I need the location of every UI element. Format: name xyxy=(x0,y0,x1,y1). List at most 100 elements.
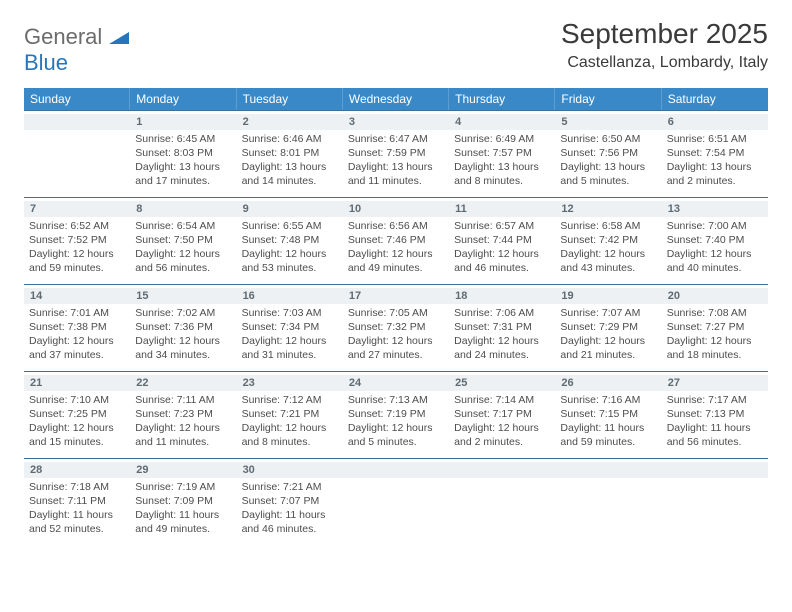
daylight-text-1: Daylight: 12 hours xyxy=(29,248,125,262)
sunrise-text: Sunrise: 6:55 AM xyxy=(242,220,338,234)
day-cell: 20Sunrise: 7:08 AMSunset: 7:27 PMDayligh… xyxy=(662,285,768,371)
sunrise-text: Sunrise: 7:07 AM xyxy=(560,307,656,321)
sunrise-text: Sunrise: 6:45 AM xyxy=(135,133,231,147)
daylight-text-1: Daylight: 12 hours xyxy=(242,422,338,436)
sunrise-text: Sunrise: 7:16 AM xyxy=(560,394,656,408)
daylight-text-2: and 59 minutes. xyxy=(29,262,125,276)
sunset-text: Sunset: 7:25 PM xyxy=(29,408,125,422)
day-cell: 29Sunrise: 7:19 AMSunset: 7:09 PMDayligh… xyxy=(130,459,236,545)
day-number: 5 xyxy=(555,114,661,130)
day-number xyxy=(555,462,661,478)
day-cell: 12Sunrise: 6:58 AMSunset: 7:42 PMDayligh… xyxy=(555,198,661,284)
daylight-text-2: and 49 minutes. xyxy=(348,262,444,276)
daylight-text-2: and 53 minutes. xyxy=(242,262,338,276)
daylight-text-2: and 17 minutes. xyxy=(135,175,231,189)
sunset-text: Sunset: 7:52 PM xyxy=(29,234,125,248)
week-row: 14Sunrise: 7:01 AMSunset: 7:38 PMDayligh… xyxy=(24,284,768,371)
day-cell xyxy=(662,459,768,545)
sunset-text: Sunset: 7:09 PM xyxy=(135,495,231,509)
sunrise-text: Sunrise: 7:21 AM xyxy=(242,481,338,495)
weekday-header: Tuesday xyxy=(237,88,343,110)
sunrise-text: Sunrise: 7:03 AM xyxy=(242,307,338,321)
day-number: 26 xyxy=(555,375,661,391)
sunrise-text: Sunrise: 6:56 AM xyxy=(348,220,444,234)
daylight-text-2: and 24 minutes. xyxy=(454,349,550,363)
sunset-text: Sunset: 7:29 PM xyxy=(560,321,656,335)
day-number xyxy=(449,462,555,478)
daylight-text-1: Daylight: 12 hours xyxy=(348,422,444,436)
day-cell: 15Sunrise: 7:02 AMSunset: 7:36 PMDayligh… xyxy=(130,285,236,371)
day-number: 27 xyxy=(662,375,768,391)
header: General Blue September 2025 Castellanza,… xyxy=(24,18,768,76)
day-number: 9 xyxy=(237,201,343,217)
daylight-text-1: Daylight: 11 hours xyxy=(242,509,338,523)
day-cell: 23Sunrise: 7:12 AMSunset: 7:21 PMDayligh… xyxy=(237,372,343,458)
weekday-header-row: SundayMondayTuesdayWednesdayThursdayFrid… xyxy=(24,88,768,110)
daylight-text-1: Daylight: 12 hours xyxy=(454,335,550,349)
day-cell xyxy=(449,459,555,545)
day-cell xyxy=(343,459,449,545)
sunrise-text: Sunrise: 6:58 AM xyxy=(560,220,656,234)
day-cell: 28Sunrise: 7:18 AMSunset: 7:11 PMDayligh… xyxy=(24,459,130,545)
daylight-text-2: and 5 minutes. xyxy=(560,175,656,189)
daylight-text-2: and 14 minutes. xyxy=(242,175,338,189)
day-cell: 18Sunrise: 7:06 AMSunset: 7:31 PMDayligh… xyxy=(449,285,555,371)
day-number xyxy=(24,114,130,130)
sunrise-text: Sunrise: 7:19 AM xyxy=(135,481,231,495)
sunset-text: Sunset: 7:59 PM xyxy=(348,147,444,161)
day-number xyxy=(343,462,449,478)
daylight-text-2: and 40 minutes. xyxy=(667,262,763,276)
daylight-text-2: and 46 minutes. xyxy=(242,523,338,537)
location-text: Castellanza, Lombardy, Italy xyxy=(561,54,768,72)
day-cell: 2Sunrise: 6:46 AMSunset: 8:01 PMDaylight… xyxy=(237,111,343,197)
day-number: 29 xyxy=(130,462,236,478)
day-number: 12 xyxy=(555,201,661,217)
daylight-text-1: Daylight: 11 hours xyxy=(560,422,656,436)
logo-word-1: General xyxy=(24,24,102,49)
sunrise-text: Sunrise: 7:14 AM xyxy=(454,394,550,408)
week-row: 21Sunrise: 7:10 AMSunset: 7:25 PMDayligh… xyxy=(24,371,768,458)
day-number: 10 xyxy=(343,201,449,217)
day-cell: 6Sunrise: 6:51 AMSunset: 7:54 PMDaylight… xyxy=(662,111,768,197)
day-cell: 22Sunrise: 7:11 AMSunset: 7:23 PMDayligh… xyxy=(130,372,236,458)
daylight-text-1: Daylight: 12 hours xyxy=(135,335,231,349)
daylight-text-2: and 2 minutes. xyxy=(454,436,550,450)
daylight-text-1: Daylight: 12 hours xyxy=(560,248,656,262)
daylight-text-1: Daylight: 11 hours xyxy=(667,422,763,436)
sunset-text: Sunset: 7:50 PM xyxy=(135,234,231,248)
sunset-text: Sunset: 7:56 PM xyxy=(560,147,656,161)
daylight-text-1: Daylight: 12 hours xyxy=(348,248,444,262)
daylight-text-1: Daylight: 12 hours xyxy=(135,422,231,436)
day-cell: 25Sunrise: 7:14 AMSunset: 7:17 PMDayligh… xyxy=(449,372,555,458)
daylight-text-2: and 59 minutes. xyxy=(560,436,656,450)
sunrise-text: Sunrise: 7:10 AM xyxy=(29,394,125,408)
day-cell: 27Sunrise: 7:17 AMSunset: 7:13 PMDayligh… xyxy=(662,372,768,458)
day-number: 22 xyxy=(130,375,236,391)
day-cell: 14Sunrise: 7:01 AMSunset: 7:38 PMDayligh… xyxy=(24,285,130,371)
day-number: 2 xyxy=(237,114,343,130)
daylight-text-2: and 27 minutes. xyxy=(348,349,444,363)
sunset-text: Sunset: 7:21 PM xyxy=(242,408,338,422)
daylight-text-1: Daylight: 13 hours xyxy=(560,161,656,175)
triangle-icon xyxy=(109,30,129,49)
daylight-text-2: and 37 minutes. xyxy=(29,349,125,363)
day-cell: 17Sunrise: 7:05 AMSunset: 7:32 PMDayligh… xyxy=(343,285,449,371)
daylight-text-2: and 8 minutes. xyxy=(242,436,338,450)
day-number: 11 xyxy=(449,201,555,217)
day-cell: 5Sunrise: 6:50 AMSunset: 7:56 PMDaylight… xyxy=(555,111,661,197)
day-number: 28 xyxy=(24,462,130,478)
daylight-text-1: Daylight: 13 hours xyxy=(667,161,763,175)
sunset-text: Sunset: 7:57 PM xyxy=(454,147,550,161)
daylight-text-2: and 5 minutes. xyxy=(348,436,444,450)
daylight-text-2: and 52 minutes. xyxy=(29,523,125,537)
sunrise-text: Sunrise: 6:46 AM xyxy=(242,133,338,147)
sunset-text: Sunset: 7:13 PM xyxy=(667,408,763,422)
daylight-text-2: and 11 minutes. xyxy=(348,175,444,189)
weekday-header: Monday xyxy=(130,88,236,110)
daylight-text-2: and 15 minutes. xyxy=(29,436,125,450)
day-cell: 1Sunrise: 6:45 AMSunset: 8:03 PMDaylight… xyxy=(130,111,236,197)
daylight-text-1: Daylight: 13 hours xyxy=(454,161,550,175)
day-number: 3 xyxy=(343,114,449,130)
daylight-text-2: and 43 minutes. xyxy=(560,262,656,276)
weekday-header: Saturday xyxy=(662,88,768,110)
